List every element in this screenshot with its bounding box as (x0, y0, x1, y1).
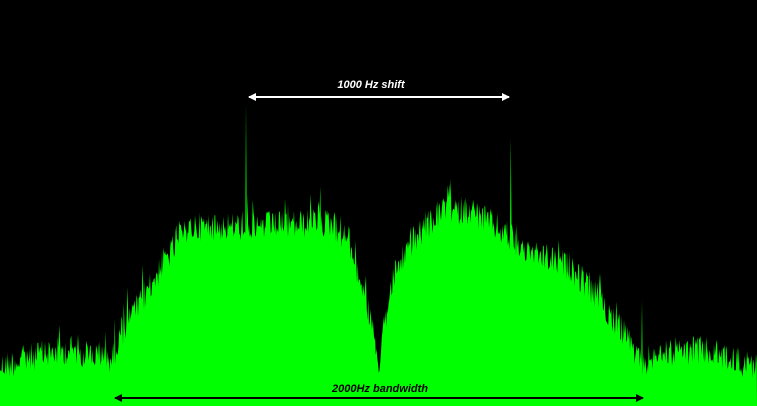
spectrum (0, 103, 757, 406)
spectrum-fill (0, 103, 757, 406)
shift-label: 1000 Hz shift (337, 79, 406, 91)
bandwidth-label: 2000Hz bandwidth (331, 383, 428, 395)
